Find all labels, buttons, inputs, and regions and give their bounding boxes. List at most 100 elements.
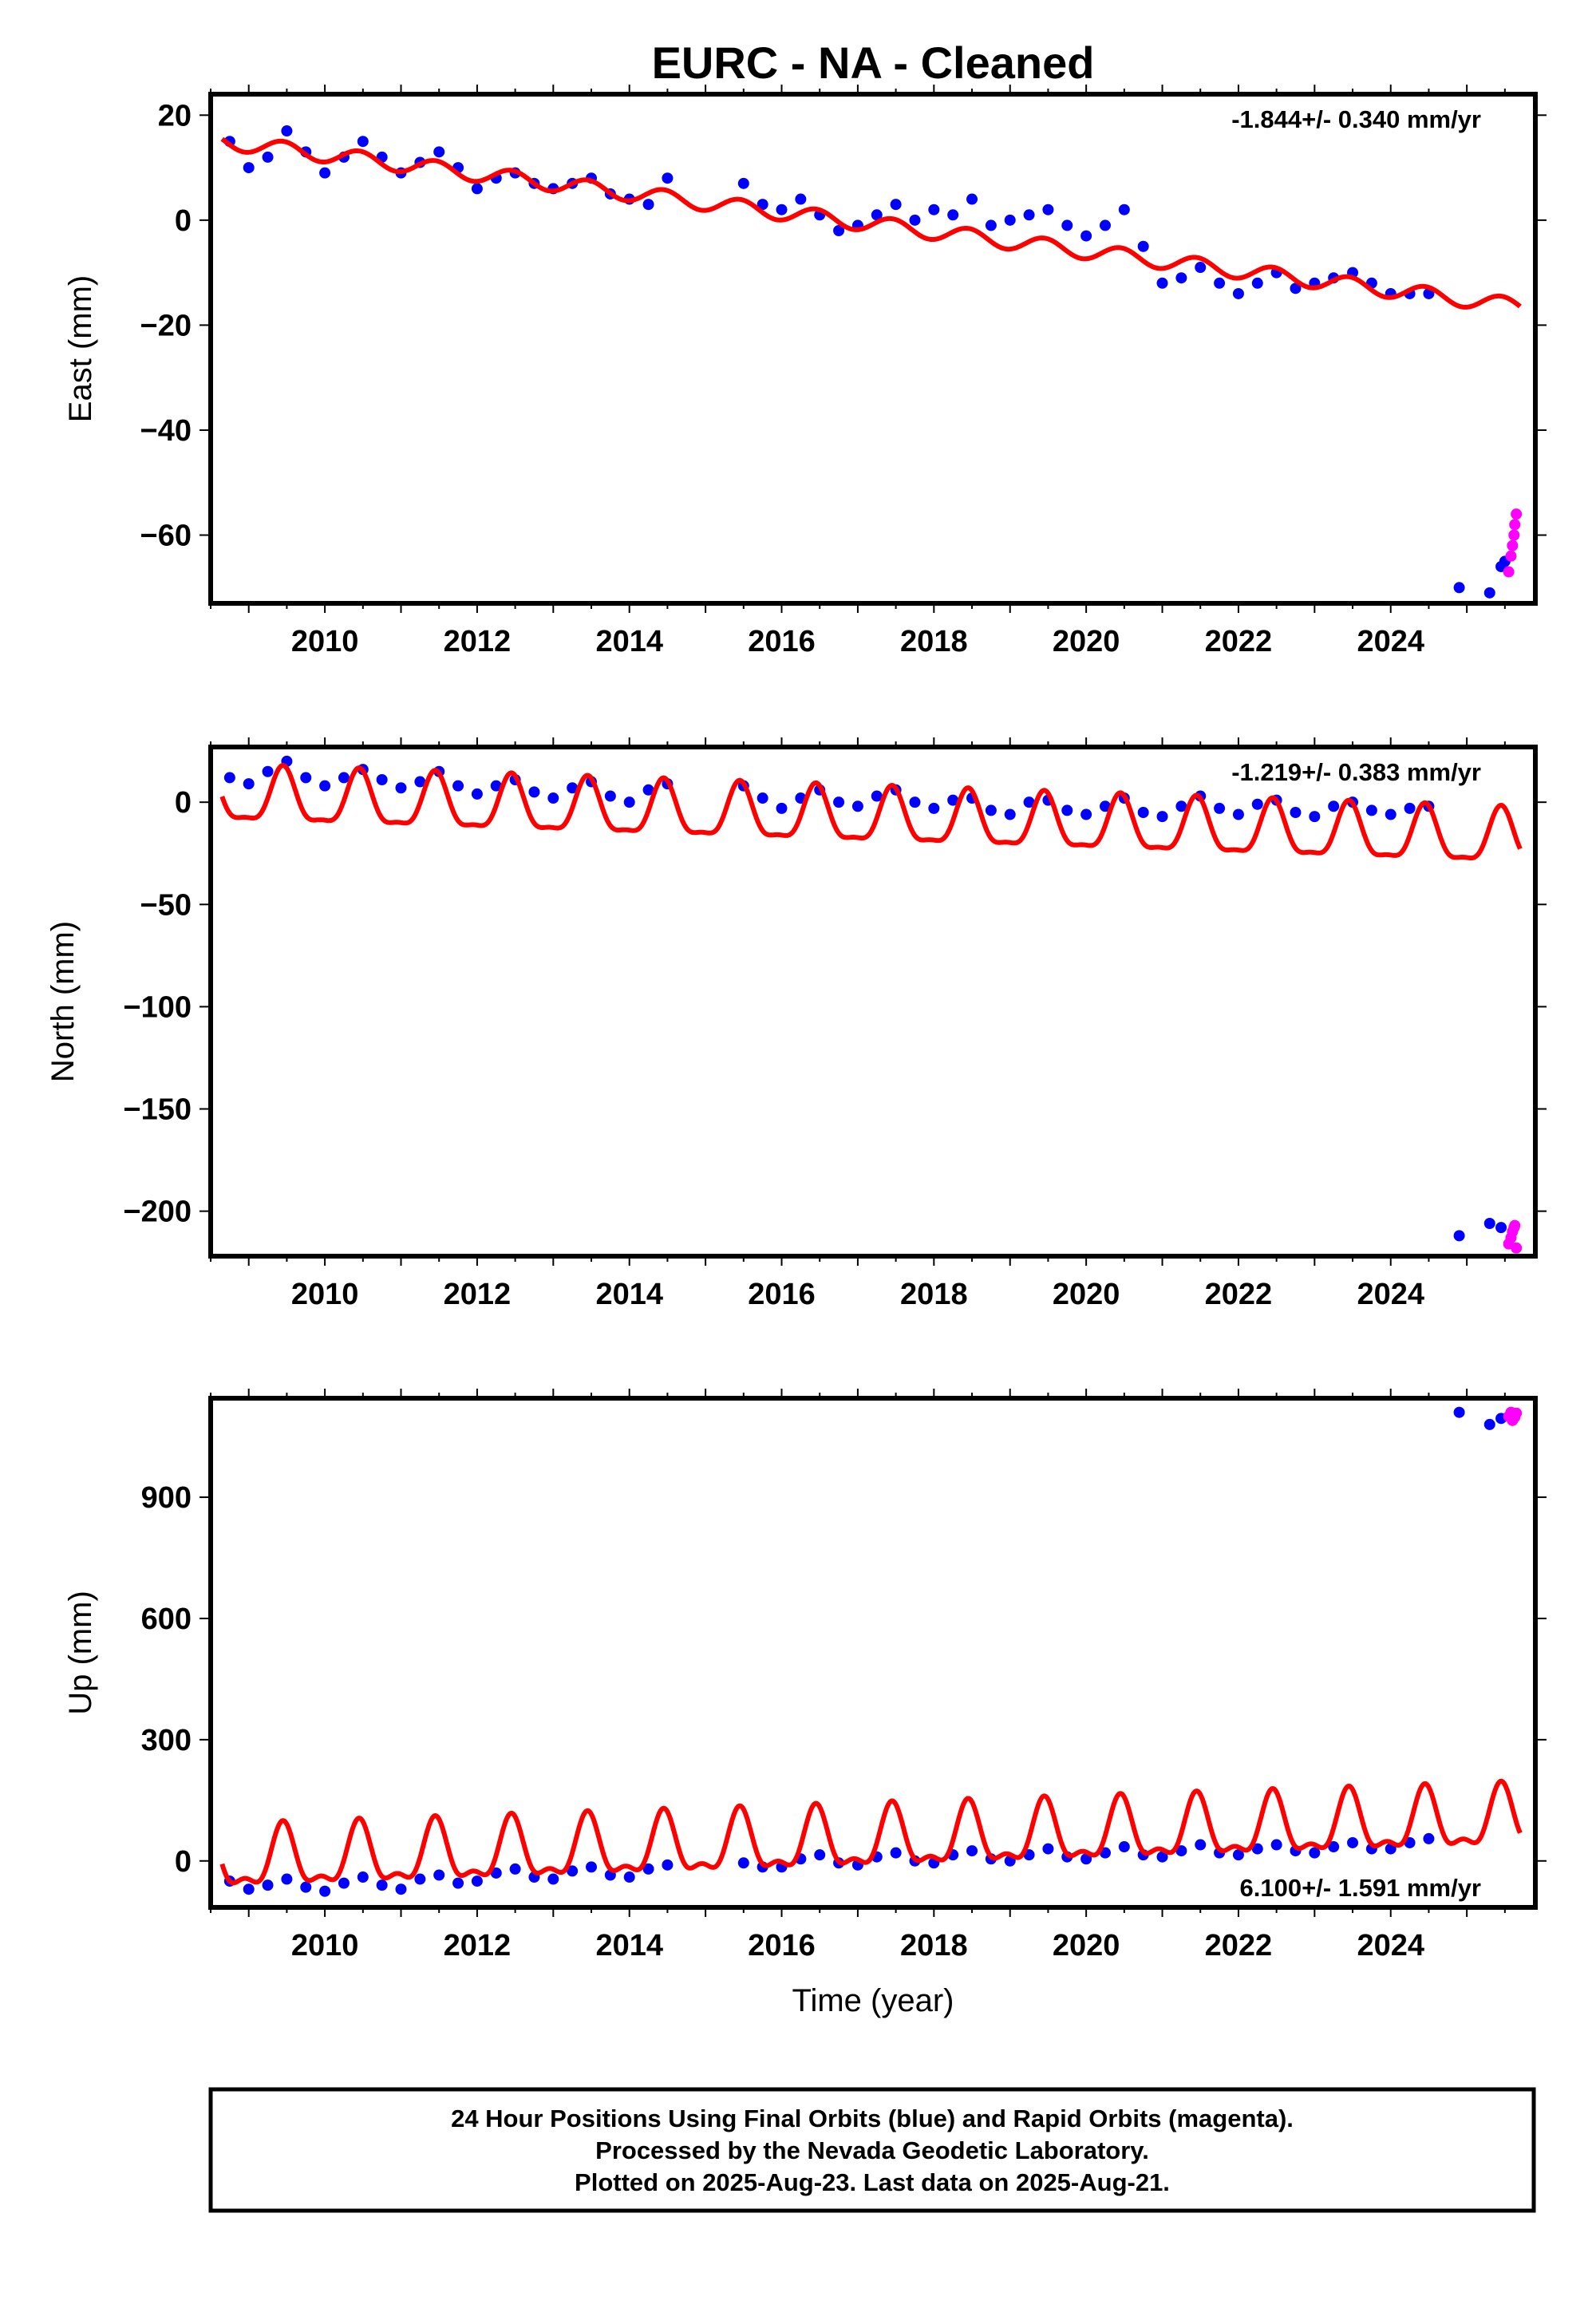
x-tick-label: 2016	[748, 1278, 816, 1311]
y-tick-label: 300	[141, 1724, 192, 1757]
final-orbit-point	[1156, 811, 1168, 823]
y-tick-label: 20	[158, 99, 192, 132]
rapid-orbit-point	[1507, 539, 1519, 551]
final-orbit-point	[1453, 582, 1465, 594]
final-orbit-point	[376, 773, 388, 785]
final-orbit-point	[795, 193, 807, 205]
final-orbit-point	[376, 1879, 388, 1891]
final-orbit-point	[1137, 240, 1149, 252]
up-frame	[208, 1396, 1538, 1910]
final-orbit-point	[414, 1873, 426, 1885]
final-orbit-point	[586, 1861, 598, 1873]
final-orbit-point	[1214, 802, 1226, 814]
final-orbit-point	[814, 1849, 826, 1861]
final-orbit-point	[1347, 1836, 1359, 1848]
x-tick-label: 2014	[595, 1929, 663, 1962]
x-tick-label: 2024	[1357, 1278, 1424, 1311]
y-tick-label: −20	[140, 309, 192, 342]
final-orbit-point	[395, 1883, 407, 1895]
final-orbit-point	[1453, 1406, 1465, 1418]
east-frame	[208, 92, 1538, 606]
x-tick-label: 2012	[444, 1278, 512, 1311]
rapid-orbit-point	[1505, 550, 1517, 562]
final-orbit-point	[871, 790, 883, 802]
velocity-annotation: -1.844+/- 0.340 mm/yr	[1231, 105, 1481, 133]
final-orbit-point	[1023, 209, 1035, 221]
final-orbit-point	[243, 1883, 255, 1895]
final-orbit-point	[757, 199, 768, 211]
panel-north: 2010 2012 2014 2016 2018 2020 2022 2024 0 −50 −100…	[45, 737, 1547, 1311]
north-frame	[208, 745, 1538, 1259]
final-orbit-point	[757, 792, 768, 804]
y-tick-label: −50	[140, 888, 192, 922]
final-orbit-point	[1423, 1832, 1435, 1844]
x-tick-label: 2022	[1205, 1278, 1273, 1311]
x-axis-label: Time (year)	[792, 1983, 954, 2018]
final-orbit-point	[890, 199, 902, 211]
final-orbit-point	[985, 219, 997, 231]
final-orbit-point	[471, 183, 483, 195]
final-orbit-point	[1023, 796, 1035, 808]
final-orbit-point	[471, 788, 483, 800]
final-orbit-point	[1309, 1847, 1321, 1859]
final-orbit-point	[567, 1865, 579, 1877]
footer-line-1: 24 Hour Positions Using Final Orbits (bl…	[451, 2105, 1294, 2132]
x-tick-label: 2018	[900, 1278, 968, 1311]
final-orbit-point	[395, 782, 407, 794]
north-plot-area	[219, 755, 1523, 1254]
final-orbit-point	[1328, 800, 1340, 812]
final-orbit-point	[1309, 811, 1321, 823]
final-orbit-point	[776, 204, 788, 215]
final-orbit-point	[737, 177, 749, 189]
final-orbit-point	[642, 784, 654, 796]
model-line	[219, 1778, 1523, 1886]
final-orbit-point	[243, 162, 255, 174]
model-line	[219, 763, 1523, 861]
footer-line-3: Plotted on 2025-Aug-23. Last data on 202…	[575, 2168, 1170, 2196]
final-orbit-point	[1385, 808, 1396, 820]
final-orbit-point	[623, 1871, 635, 1883]
final-orbit-point	[1453, 1230, 1465, 1242]
final-orbit-point	[1214, 277, 1226, 289]
final-orbit-point	[1004, 808, 1016, 820]
final-orbit-point	[642, 1863, 654, 1875]
final-orbit-point	[1404, 802, 1416, 814]
final-orbit-point	[1156, 1851, 1168, 1863]
final-orbit-point	[1175, 1845, 1187, 1857]
final-orbit-point	[1099, 800, 1111, 812]
final-orbit-point	[452, 1877, 464, 1889]
x-tick-label: 2024	[1357, 625, 1424, 658]
y-tick-label: 600	[141, 1603, 192, 1636]
final-orbit-point	[1175, 272, 1187, 284]
y-tick-label: −100	[123, 990, 192, 1024]
final-orbit-point	[490, 1867, 502, 1879]
final-orbit-point	[300, 772, 312, 784]
final-orbit-point	[1232, 1849, 1244, 1861]
final-orbit-point	[966, 193, 978, 205]
velocity-annotation: 6.100+/- 1.591 mm/yr	[1240, 1874, 1481, 1902]
y-tick-label: −60	[140, 519, 192, 552]
x-tick-label: 2020	[1053, 625, 1120, 658]
final-orbit-point	[1004, 214, 1016, 226]
x-tick-label: 2018	[900, 625, 968, 658]
y-tick-label: 0	[175, 1845, 192, 1879]
final-orbit-point	[1042, 204, 1054, 215]
final-orbit-point	[509, 1863, 521, 1875]
final-orbit-point	[1232, 808, 1244, 820]
final-orbit-point	[1195, 262, 1207, 274]
final-orbit-point	[1251, 277, 1263, 289]
final-orbit-point	[528, 786, 540, 798]
final-orbit-point	[1328, 1841, 1340, 1853]
final-orbit-point	[966, 1845, 978, 1857]
final-orbit-point	[1137, 806, 1149, 818]
y-tick-label: 900	[141, 1481, 192, 1515]
final-orbit-point	[262, 151, 274, 163]
final-orbit-point	[1270, 1839, 1282, 1851]
y-axis-label: Up (mm)	[63, 1591, 98, 1715]
y-axis-label: East (mm)	[63, 275, 98, 422]
final-orbit-point	[1251, 1843, 1263, 1855]
final-orbit-point	[909, 796, 921, 808]
final-orbit-point	[1483, 1218, 1495, 1230]
final-orbit-point	[262, 765, 274, 777]
final-orbit-point	[1483, 1418, 1495, 1430]
